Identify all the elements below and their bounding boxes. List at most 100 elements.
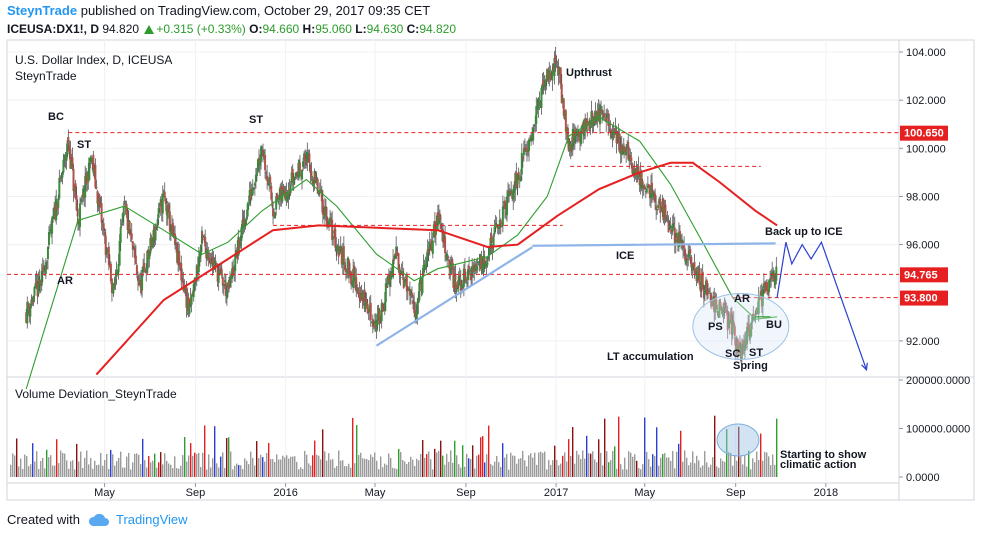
candle-body (255, 171, 258, 176)
volume-bar (418, 460, 420, 477)
candle-body (604, 119, 607, 121)
high-label: H: (302, 22, 316, 36)
candle-body (161, 193, 164, 214)
candle-body (653, 191, 656, 194)
volume-bar (446, 453, 448, 477)
volume-bar (238, 465, 240, 477)
candle-body (546, 70, 549, 76)
candle-body (112, 283, 115, 294)
candle-body (756, 307, 759, 314)
publish-header: SteynTrade published on TradingView.com,… (0, 0, 983, 40)
candle-body (265, 172, 268, 174)
volume-bar (48, 457, 50, 477)
candle-body (351, 284, 354, 286)
volume-bar (518, 458, 520, 477)
volume-bar (574, 463, 576, 477)
candle-body (459, 279, 462, 291)
volume-bar (72, 460, 74, 477)
candle-body (444, 236, 447, 254)
candle-body (658, 198, 661, 203)
volume-bar (306, 454, 308, 477)
volume-bar (426, 454, 428, 477)
time-tick-label: 2016 (273, 487, 297, 499)
candle-body (584, 118, 587, 132)
candle-body (728, 320, 731, 324)
candle-body (433, 221, 436, 237)
candle-body (674, 239, 677, 244)
candle-body (595, 111, 598, 118)
candle-body (95, 186, 98, 189)
accumulation-highlight (692, 292, 790, 360)
candle-body (723, 302, 726, 309)
candle-body (635, 169, 638, 175)
candle-body (345, 269, 348, 272)
tradingview-link[interactable]: TradingView (116, 512, 188, 527)
candle-body (273, 213, 276, 217)
price-tick-label: 104.000 (906, 47, 946, 59)
candle-body (260, 146, 263, 162)
candle-body (266, 175, 269, 180)
volume-bar (320, 459, 322, 477)
candle-body (420, 280, 423, 292)
volume-bar (204, 425, 206, 477)
candle-body (314, 173, 317, 181)
volume-bar (290, 456, 292, 477)
candle-body (249, 189, 252, 200)
candle-body (484, 263, 487, 267)
volume-bar (472, 445, 474, 477)
volume-bar (98, 464, 100, 477)
candle-body (316, 179, 319, 194)
chart-title: U.S. Dollar Index, D, ICEUSA (15, 53, 172, 67)
candle-body (718, 300, 721, 318)
level-price-tag-label: 93.800 (904, 293, 938, 305)
candle-body (365, 299, 368, 304)
volume-bar (662, 454, 664, 477)
candle-body (602, 116, 605, 118)
volume-bar (268, 442, 270, 477)
candle-body (562, 98, 565, 116)
author-link[interactable]: SteynTrade (7, 3, 78, 18)
volume-bar (604, 418, 606, 477)
candle-body (188, 301, 191, 314)
volume-bar (136, 453, 138, 477)
volume-bar (704, 451, 706, 477)
candle-body (158, 203, 161, 207)
volume-bar (90, 458, 92, 477)
candle-body (452, 268, 455, 288)
candle-body (166, 205, 169, 219)
candle-body (645, 188, 648, 193)
volume-bar (684, 450, 686, 477)
volume-bar (602, 465, 604, 477)
candle-body (532, 128, 535, 141)
candle-body (369, 302, 372, 320)
volume-bar (506, 453, 508, 477)
close-value: 94.820 (419, 22, 457, 36)
candle-body (576, 129, 579, 137)
slow-moving-average (95, 161, 778, 376)
candle-body (247, 203, 250, 207)
volume-bar (410, 456, 412, 477)
candle-body (260, 147, 263, 149)
candle-body (132, 247, 135, 249)
candle-body (538, 100, 541, 102)
volume-bar (648, 459, 650, 477)
candle-body (662, 198, 665, 221)
volume-note-line2: climatic action (780, 459, 857, 471)
candle-body (748, 324, 751, 337)
volume-bar (264, 461, 266, 477)
candle-body (27, 303, 30, 309)
candle-body (664, 204, 667, 219)
candle-body (182, 280, 185, 291)
volume-bar (486, 454, 488, 477)
candle-body (561, 97, 564, 103)
candle-body (337, 246, 340, 257)
volume-bar (166, 460, 168, 477)
volume-bar (214, 426, 216, 477)
candle-body (492, 236, 495, 246)
candle-body (419, 277, 422, 284)
candle-body (64, 157, 67, 159)
volume-bar (118, 457, 120, 477)
candle-body (52, 216, 55, 220)
candle-body (649, 184, 652, 198)
